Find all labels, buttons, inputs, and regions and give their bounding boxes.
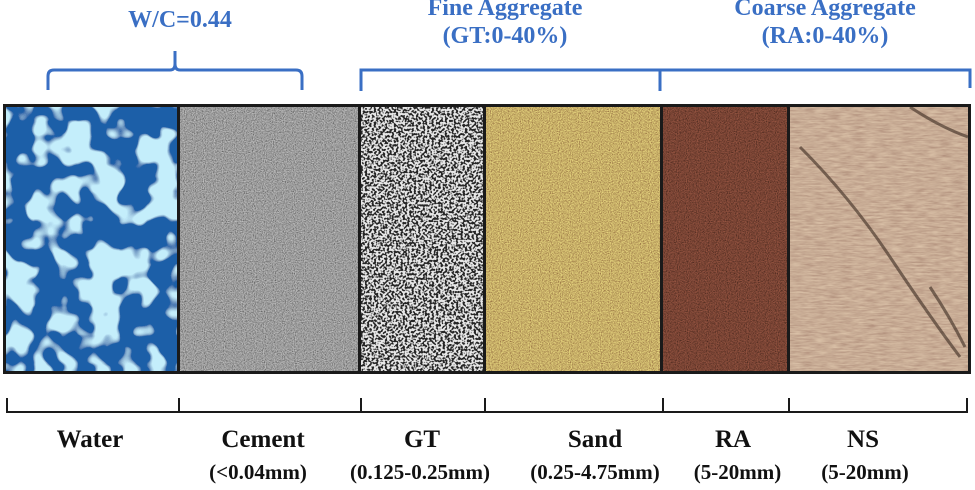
material-strip	[3, 104, 971, 374]
bracket-coarse-icon	[660, 68, 972, 88]
tick-mark	[966, 398, 968, 413]
label-cement: Cement	[221, 426, 305, 453]
label-water: Water	[56, 426, 124, 453]
tick-mark	[178, 398, 180, 413]
size-ra: (5-20mm)	[693, 460, 782, 484]
label-ra: RA	[714, 426, 752, 453]
natural-stone-texture-icon	[790, 107, 968, 371]
bracket-fine-icon	[359, 68, 662, 91]
group-label-fine-line1: Fine Aggregate	[427, 0, 583, 21]
group-brackets	[46, 51, 972, 91]
group-label-coarse-aggregate: Coarse Aggregate (RA:0-40%)	[700, 0, 950, 50]
tick-mark	[662, 398, 664, 413]
group-label-coarse-line2: (RA:0-40%)	[761, 23, 889, 49]
size-cement: (<0.04mm)	[209, 460, 307, 484]
tick-mark	[484, 398, 486, 413]
cement-texture-icon	[180, 107, 358, 371]
group-label-wc: W/C=0.44	[90, 6, 270, 34]
water-texture-icon	[6, 107, 177, 371]
group-label-fine-line2: (GT:0-40%)	[442, 23, 568, 49]
size-gt: (0.125-0.25mm)	[350, 460, 490, 484]
panel-ns	[790, 107, 968, 371]
group-label-coarse-line1: Coarse Aggregate	[734, 0, 916, 21]
tick-mark	[360, 398, 362, 413]
bracket-wc-icon	[46, 51, 304, 90]
group-label-wc-line1: W/C=0.44	[128, 7, 232, 33]
label-gt: GT	[403, 426, 441, 453]
panel-cement	[180, 107, 358, 371]
group-label-fine-aggregate: Fine Aggregate (GT:0-40%)	[380, 0, 630, 50]
panel-gt	[361, 107, 483, 371]
label-ns: NS	[847, 426, 879, 453]
panel-ra	[663, 107, 787, 371]
size-ns: (5-20mm)	[821, 460, 909, 484]
tick-axis	[6, 411, 968, 413]
tick-mark	[788, 398, 790, 413]
tick-mark	[6, 398, 8, 413]
panel-water	[6, 107, 177, 371]
size-sand: (0.25-4.75mm)	[530, 460, 660, 484]
recycled-aggregate-texture-icon	[663, 107, 787, 371]
label-sand: Sand	[567, 426, 623, 453]
glass-texture-icon	[361, 107, 483, 371]
panel-sand	[486, 107, 660, 371]
sand-texture-icon	[486, 107, 660, 371]
